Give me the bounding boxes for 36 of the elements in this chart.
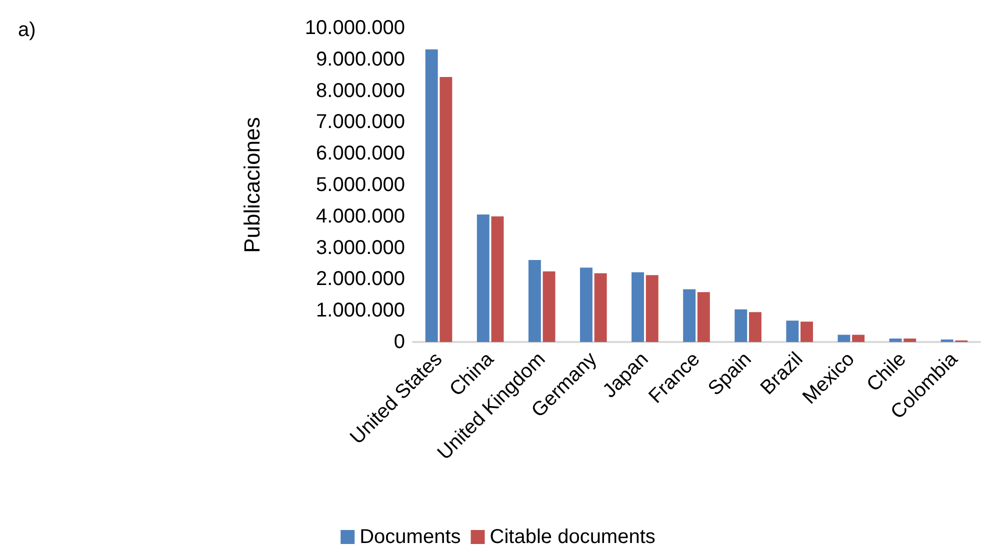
bar [734,309,748,342]
bar [425,49,438,342]
bar [904,338,916,342]
y-tick-label: 1.000.000 [316,300,405,322]
y-tick-label: 4.000.000 [316,205,405,228]
legend-label: Documents [360,526,461,548]
bar [542,271,556,342]
bar [800,322,813,342]
y-tick-label: 0 [394,331,405,353]
bar [528,260,541,342]
bar [786,320,799,342]
y-tick-label: 10.000.000 [304,17,405,39]
bar [440,76,452,342]
y-tick-label: 3.000.000 [316,236,405,259]
bar [889,338,902,342]
bar [852,334,865,342]
bar [491,216,504,342]
y-axis-title: Publicaciones [240,117,264,253]
bar [646,275,658,342]
bar [838,334,850,342]
y-tick-label: 2.000.000 [316,268,405,290]
bar [476,214,490,342]
bar [748,312,762,342]
y-tick-label: 7.000.000 [316,111,405,134]
bar [940,339,954,342]
bar [594,273,607,342]
y-tick-label: 8.000.000 [316,80,405,102]
text: a) [18,19,36,41]
bar [683,289,696,342]
y-tick-label: 9.000.000 [316,48,405,70]
legend-label: Citable documents [490,526,656,548]
y-tick-label: 5.000.000 [316,174,405,196]
bar [632,272,644,342]
bar [580,268,592,342]
y-tick-label: 6.000.000 [316,142,405,165]
bar [697,292,710,342]
